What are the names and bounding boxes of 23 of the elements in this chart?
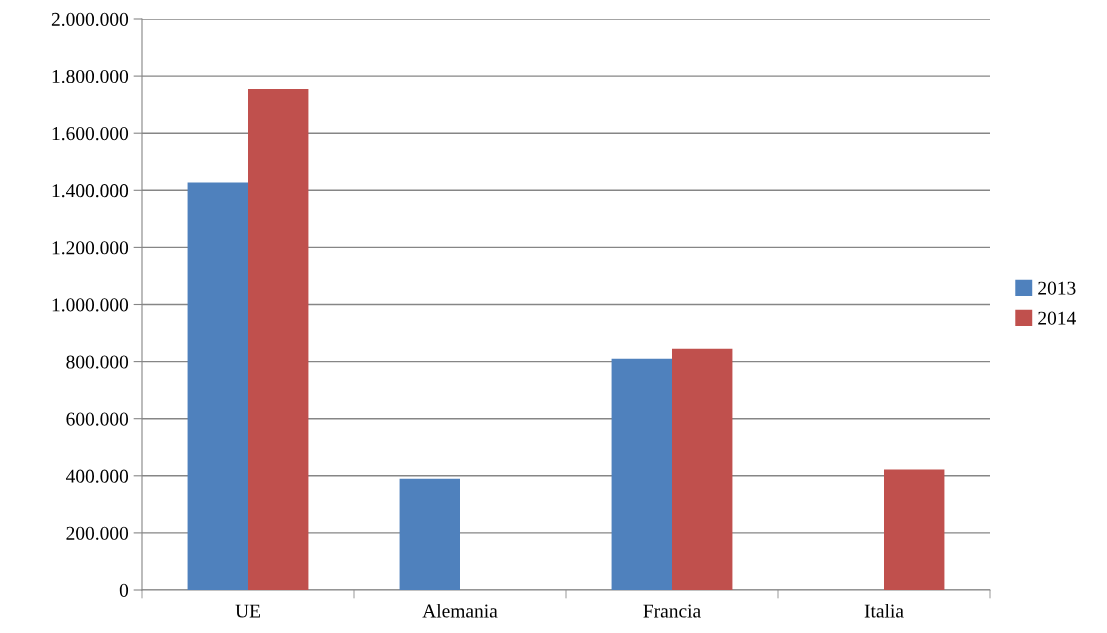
y-tick-label: 1.000.000 (52, 298, 129, 312)
bar (248, 88, 309, 590)
y-tick-label: 800.000 (66, 355, 129, 369)
y-tick-label: 200.000 (66, 526, 129, 540)
y-tick-label: 1.600.000 (52, 127, 129, 141)
y-tick-label: 400.000 (65, 469, 129, 483)
legend-label: 2013 (1038, 281, 1076, 295)
bar (187, 182, 248, 590)
y-tick-label: 1.200.000 (52, 241, 129, 255)
y-tick-label: 1.800.000 (52, 69, 129, 84)
y-tick-label: 1.400.000 (52, 184, 129, 198)
y-tick-label: 2.000.000 (51, 12, 129, 27)
legend-label: 2014 (1038, 311, 1076, 325)
bar (611, 358, 672, 590)
x-tick-label: Francia (643, 604, 701, 618)
x-tick-label: Alemania (422, 603, 498, 618)
bar (672, 348, 733, 590)
bar (884, 469, 945, 590)
x-tick-label: UE (235, 604, 260, 618)
bar (399, 478, 460, 590)
y-tick-label: 600.000 (66, 412, 129, 426)
x-tick-label: Italia (864, 603, 904, 618)
y-tick-label: 0 (119, 583, 129, 597)
